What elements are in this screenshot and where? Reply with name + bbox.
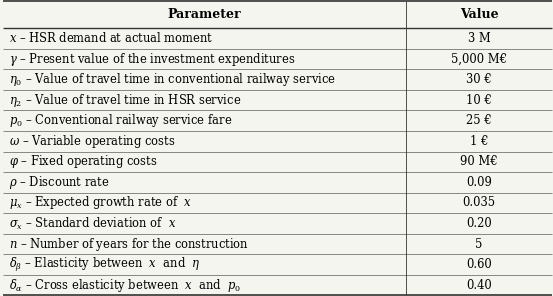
- Text: $n$ – Number of years for the construction: $n$ – Number of years for the constructi…: [9, 236, 249, 252]
- Text: 25 €: 25 €: [466, 114, 492, 127]
- Text: Value: Value: [460, 8, 498, 21]
- Text: $p_0$ – Conventional railway service fare: $p_0$ – Conventional railway service far…: [9, 112, 233, 129]
- Text: 30 €: 30 €: [466, 73, 492, 86]
- Text: 5: 5: [476, 237, 483, 250]
- Text: 0.60: 0.60: [466, 258, 492, 271]
- Text: $\varphi$ – Fixed operating costs: $\varphi$ – Fixed operating costs: [9, 153, 158, 170]
- Text: 0.035: 0.035: [463, 197, 495, 209]
- Text: $\sigma_x$ – Standard deviation of  $x$: $\sigma_x$ – Standard deviation of $x$: [9, 215, 177, 231]
- Text: 90 M€: 90 M€: [460, 155, 498, 168]
- Text: $\eta_0$ – Value of travel time in conventional railway service: $\eta_0$ – Value of travel time in conve…: [9, 71, 336, 88]
- Text: 0.09: 0.09: [466, 176, 492, 189]
- Text: $\rho$ – Discount rate: $\rho$ – Discount rate: [9, 174, 110, 191]
- Text: Parameter: Parameter: [168, 8, 242, 21]
- Text: $x$ – HSR demand at actual moment: $x$ – HSR demand at actual moment: [9, 31, 213, 46]
- Text: 0.40: 0.40: [466, 279, 492, 292]
- Text: 0.20: 0.20: [466, 217, 492, 230]
- Text: $\omega$ – Variable operating costs: $\omega$ – Variable operating costs: [9, 133, 176, 150]
- Text: 10 €: 10 €: [466, 94, 492, 107]
- Text: $\delta_\beta$ – Elasticity between  $x$  and  $\eta$: $\delta_\beta$ – Elasticity between $x$ …: [9, 255, 201, 274]
- Text: $\gamma$ – Present value of the investment expenditures: $\gamma$ – Present value of the investme…: [9, 51, 296, 67]
- Text: 5,000 M€: 5,000 M€: [451, 52, 507, 65]
- Text: 1 €: 1 €: [470, 135, 488, 148]
- Text: $\mu_x$ – Expected growth rate of  $x$: $\mu_x$ – Expected growth rate of $x$: [9, 194, 192, 211]
- Text: $\delta_\alpha$ – Cross elasticity between  $x$  and  $p_0$: $\delta_\alpha$ – Cross elasticity betwe…: [9, 277, 242, 294]
- Text: 3 M: 3 M: [468, 32, 491, 45]
- Text: $\eta_2$ – Value of travel time in HSR service: $\eta_2$ – Value of travel time in HSR s…: [9, 92, 242, 109]
